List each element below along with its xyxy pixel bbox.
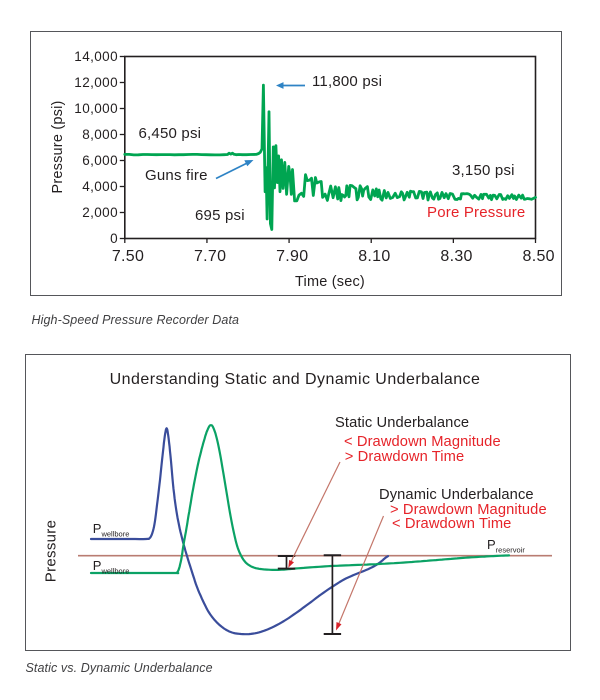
fig1-y-tick-label: 8,000 [82, 126, 118, 142]
static-leader-arrow-head-icon [288, 559, 294, 568]
fig1-x-tick-label: 8.50 [522, 247, 555, 265]
label-dynamic-drawdown-time: < Drawdown Time [392, 515, 512, 532]
static-leader-line [290, 461, 341, 563]
fig1-y-tick-label: 12,000 [74, 74, 118, 90]
label-p-wellbore-static: Pwellbore [92, 520, 130, 539]
annotation-peak-pressure: 11,800 psi [312, 72, 383, 90]
figure2-caption: Static vs. Dynamic Underbalance [25, 660, 213, 675]
annotation-pore-pressure: Pore Pressure [427, 203, 526, 221]
peak-arrow-head-icon [276, 82, 284, 89]
label-dynamic-drawdown-magnitude: > Drawdown Magnitude [390, 501, 547, 518]
figure1-caption: High-Speed Pressure Recorder Data [31, 312, 240, 327]
fig1-x-tick-label: 7.50 [111, 247, 145, 265]
fig1-plot-border [124, 55, 537, 240]
fig1-pressure-trace [123, 83, 537, 231]
guns-fire-arrow-head-icon [244, 160, 254, 167]
label-dynamic-underbalance: Dynamic Underbalance [379, 486, 534, 503]
fig1-x-axis-title: Time (sec) [295, 273, 365, 290]
figure2-frame [25, 354, 571, 651]
fig1-x-tick-label: 7.70 [193, 247, 227, 265]
figure1-frame [30, 31, 562, 296]
annotation-final-pressure: 3,150 psi [452, 161, 515, 179]
label-static-drawdown-magnitude: < Drawdown Magnitude [344, 434, 501, 450]
guns-fire-arrow-shaft [215, 162, 248, 180]
dynamic-leader-line [337, 515, 385, 625]
fig1-x-tick-label: 7.90 [276, 247, 309, 265]
label-p-wellbore-dynamic: Pwellbore [92, 557, 130, 576]
label-p-reservoir: Preservoir [487, 537, 525, 555]
dynamic-leader-arrow-head-icon [336, 622, 342, 631]
annotation-guns-fire: Guns fire [145, 167, 208, 185]
static-underbalance-curve [89, 427, 390, 636]
fig2-y-axis-title: Pressure [42, 519, 60, 583]
fig1-y-tick-label: 10,000 [74, 100, 118, 116]
fig1-x-tick-label: 8.30 [440, 247, 473, 265]
fig1-y-tick-label: 14,000 [74, 48, 118, 64]
label-static-drawdown-time: > Drawdown Time [344, 448, 465, 465]
fig1-y-tick-label: 2,000 [82, 204, 118, 220]
fig1-y-tick-label: 0 [110, 230, 118, 246]
figure2-title: Understanding Static and Dynamic Underba… [109, 370, 481, 388]
fig1-y-tick-label: 4,000 [82, 178, 118, 194]
dynamic-underbalance-curve [89, 424, 511, 575]
annotation-initial-pressure: 6,450 psi [138, 124, 202, 142]
fig1-x-tick-label: 8.10 [358, 247, 391, 265]
annotation-min-pressure: 695 psi [195, 207, 245, 225]
fig1-y-tick-label: 6,000 [82, 152, 118, 168]
label-static-underbalance: Static Underbalance [335, 414, 470, 431]
